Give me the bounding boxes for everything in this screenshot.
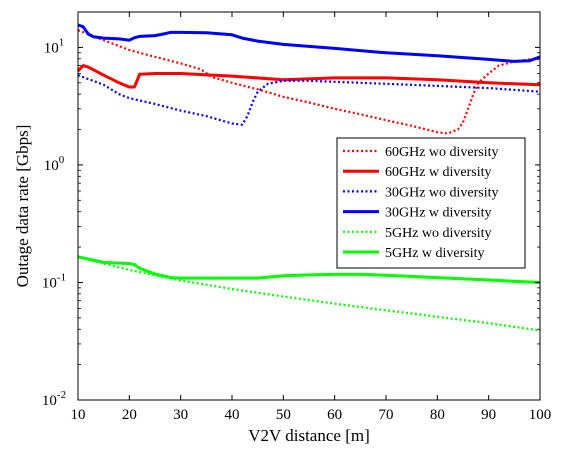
series-layer [76,23,541,332]
x-tick-label-6: 70 [379,407,394,423]
x-tick-label-0: 10 [71,407,86,423]
x-axis-label: V2V distance [m] [248,426,370,445]
legend: 60GHz wo diversity 60GHz w diversity 30GHz… [336,137,526,269]
x-tick-label-9: 100 [529,407,552,423]
series-line-2 [77,74,541,126]
legend-label-5: 5GHz w diversity [385,246,485,261]
legend-label-3: 30GHz w diversity [385,206,492,221]
x-tick-label-7: 80 [430,407,445,423]
plot-frame [77,11,541,401]
y-tick-label-1: 10-1 [42,271,66,291]
y-tick-label-3: 101 [44,36,65,56]
series-line-0 [77,29,541,135]
legend-label-0: 60GHz wo diversity [385,145,499,160]
series-line-5 [77,255,541,284]
x-tick-label-8: 90 [481,407,496,423]
y-tick-label-2: 100 [44,154,65,174]
series-line-1 [76,64,541,89]
x-tick-label-4: 50 [276,407,291,423]
x-tick-label-3: 40 [225,407,240,423]
x-tick-label-1: 20 [122,407,137,423]
series-line-3 [77,23,541,63]
y-tick-label-0: 10-2 [42,389,66,409]
x-tick-label-2: 30 [173,407,188,423]
legend-label-4: 5GHz wo diversity [385,226,492,241]
ticks-layer: 10 20 30 40 50 60 70 80 90 100 10-2 10-1 100 101 [42,11,552,423]
x-tick-label-5: 60 [327,407,342,423]
y-axis-label: Outage data rate [Gbps] [13,125,32,288]
legend-label-1: 60GHz w diversity [385,165,492,180]
legend-box [336,137,526,269]
legend-label-2: 30GHz wo diversity [385,185,499,200]
